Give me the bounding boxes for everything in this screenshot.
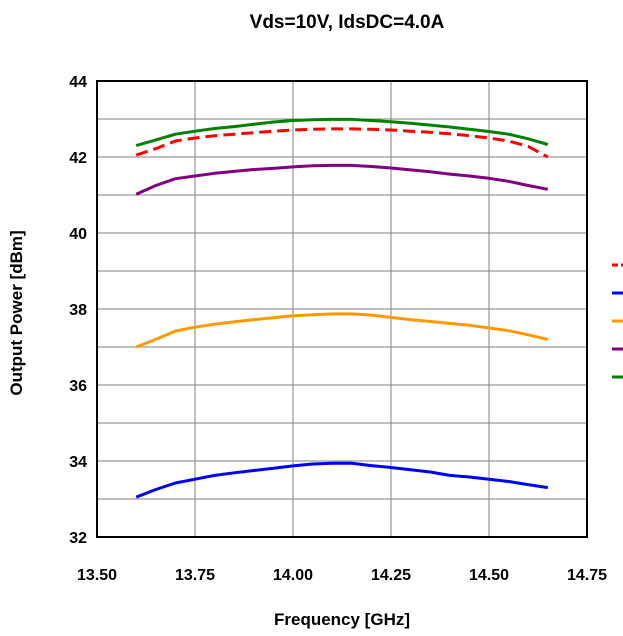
y-tick-label: 32 [69, 530, 87, 547]
x-tick-label: 14.75 [567, 567, 607, 584]
chart-title: Vds=10V, IdsDC=4.0A [250, 12, 445, 33]
y-tick-label: 38 [69, 302, 87, 319]
plot-frame [96, 80, 588, 538]
x-tick-labels: 13.50 13.75 14.00 14.25 14.50 14.75 [77, 567, 607, 584]
y-tick-label: 36 [69, 378, 87, 395]
y-axis-label: Output Power [dBm] [7, 230, 26, 395]
x-tick-label: 13.50 [77, 567, 117, 584]
gridlines [97, 81, 587, 537]
legend [612, 263, 623, 379]
y-tick-label: 44 [69, 74, 87, 91]
x-tick-label: 14.00 [273, 567, 313, 584]
series-line [135, 312, 549, 349]
x-tick-label: 14.50 [469, 567, 509, 584]
y-tick-label: 34 [69, 454, 87, 471]
series-line [135, 127, 549, 159]
y-tick-label: 42 [69, 150, 87, 167]
y-tick-labels: 32 34 36 38 40 42 44 [69, 74, 87, 547]
series-line [135, 461, 549, 499]
y-tick-label: 40 [69, 226, 87, 243]
x-tick-label: 14.25 [371, 567, 411, 584]
x-tick-label: 13.75 [175, 567, 215, 584]
series-line [135, 163, 549, 196]
series-line [135, 117, 549, 148]
series-layer [135, 117, 549, 499]
x-axis-label: Frequency [GHz] [274, 610, 410, 629]
